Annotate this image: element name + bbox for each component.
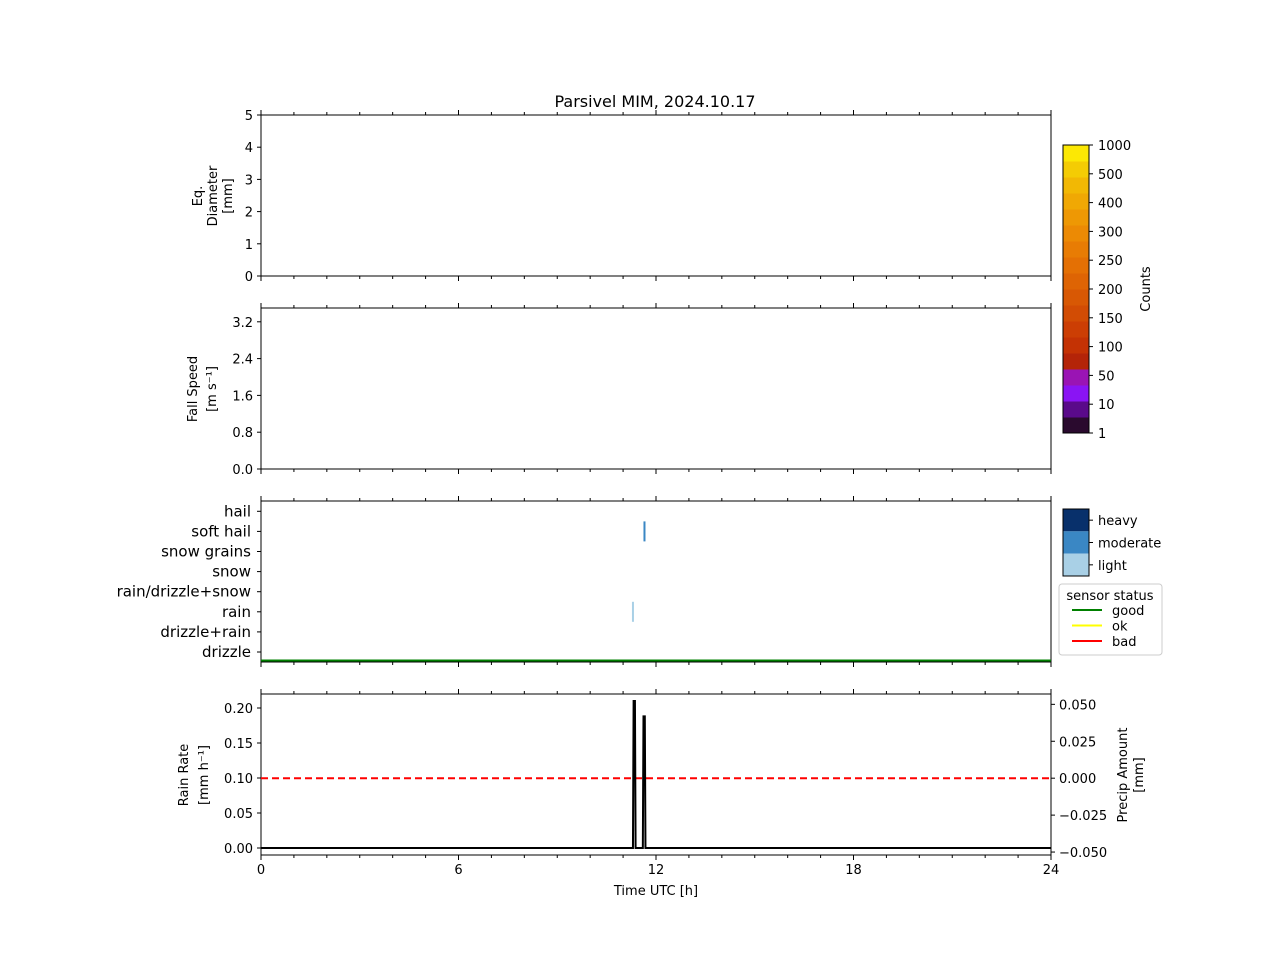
colorbar-tick-label: 250 <box>1098 254 1123 269</box>
y-tick-label-left: 0.10 <box>224 772 253 787</box>
y-tick-label-right: 0.000 <box>1059 772 1096 787</box>
colorbar-tick-label: 150 <box>1098 312 1123 327</box>
category-label: drizzle <box>202 643 251 661</box>
precip-event-mark <box>631 601 634 622</box>
y-tick-label-right: 0.050 <box>1059 698 1096 713</box>
status-legend-title: sensor status <box>1066 589 1153 604</box>
y-tick-label: 1 <box>245 238 253 253</box>
y-tick-label: 0.0 <box>232 463 253 478</box>
colorbar-segment <box>1063 273 1089 290</box>
colorbar-tick-label: 200 <box>1098 283 1123 298</box>
colorbar-segment <box>1063 353 1089 370</box>
colorbar-tick-label: 1 <box>1098 427 1106 442</box>
y-tick-label-left: 0.20 <box>224 702 253 717</box>
colorbar-segment <box>1063 241 1089 258</box>
category-label: drizzle+rain <box>160 623 251 641</box>
colorbar-segment <box>1063 289 1089 306</box>
category-label: rain/drizzle+snow <box>117 583 251 601</box>
panel-precip-type: drizzle drizzle+rain rain rain/drizzle+snow… <box>117 496 1052 667</box>
intensity-swatch <box>1063 553 1089 576</box>
y-tick-label: 0.8 <box>232 426 253 441</box>
y-tick-label: 3.2 <box>232 316 253 331</box>
y-tick-label-right: −0.050 <box>1059 846 1107 861</box>
colorbar-segment <box>1063 193 1089 210</box>
colorbar-segment <box>1063 177 1089 194</box>
y-tick-label: 1.6 <box>232 389 253 404</box>
intensity-swatch <box>1063 531 1089 554</box>
category-label: soft hail <box>191 522 251 540</box>
x-tick-label: 18 <box>845 863 862 878</box>
fallspeed-ylabel-1: Fall Speed <box>186 356 201 422</box>
colorbar-segment <box>1063 161 1089 178</box>
x-tick-label: 0 <box>257 863 265 878</box>
status-legend-label: good <box>1112 604 1144 619</box>
panel-diameter: 0 1 2 3 4 5 Eq. Diameter [mm] <box>191 109 1052 285</box>
y-tick-label-right: 0.025 <box>1059 735 1096 750</box>
diameter-ylabel-3: [mm] <box>221 178 236 213</box>
counts-colorbar: 1 10 50 100 150 200 250 300 400 500 1000 Counts <box>1062 139 1154 442</box>
rainrate-ylabel-2: [mm h⁻¹] <box>197 745 212 805</box>
chart-title: Parsivel MIM, 2024.10.17 <box>554 92 755 111</box>
colorbar-tick-label: 100 <box>1098 341 1123 356</box>
y-tick-label: 4 <box>245 141 253 156</box>
rainrate-ylabel-1: Rain Rate <box>177 744 192 807</box>
colorbar-segment <box>1063 417 1089 434</box>
diameter-ylabel-2: Diameter <box>206 165 221 226</box>
colorbar-segment <box>1063 337 1089 354</box>
colorbar-segment <box>1063 369 1089 386</box>
colorbar-segment <box>1063 401 1089 418</box>
fallspeed-ylabel-2: [m s⁻¹] <box>205 366 220 412</box>
status-legend-label: ok <box>1112 620 1128 635</box>
intensity-legend: heavy moderate light <box>1062 508 1161 577</box>
y-tick-label: 0 <box>245 270 253 285</box>
colorbar-segment <box>1063 145 1089 162</box>
intensity-label: heavy <box>1098 514 1138 529</box>
diameter-ylabel-1: Eq. <box>191 186 206 207</box>
rain-rate-line <box>261 700 1051 849</box>
precip-ylabel-2: [mm] <box>1132 757 1147 792</box>
intensity-label: light <box>1098 559 1127 574</box>
colorbar-tick-label: 1000 <box>1098 139 1131 154</box>
y-tick-label: 2 <box>245 206 253 221</box>
y-tick-label-left: 0.00 <box>224 842 253 857</box>
y-tick-label: 5 <box>245 109 253 124</box>
precip-ylabel-1: Precip Amount <box>1116 728 1131 823</box>
colorbar-segment <box>1063 385 1089 402</box>
intensity-label: moderate <box>1098 537 1161 552</box>
intensity-swatch <box>1063 509 1089 532</box>
colorbar-segment <box>1063 257 1089 274</box>
y-tick-label-right: −0.025 <box>1059 809 1107 824</box>
category-label: snow <box>212 563 251 581</box>
colorbar-segment <box>1063 209 1089 226</box>
x-axis-label: Time UTC [h] <box>613 884 698 899</box>
y-tick-label-left: 0.15 <box>224 737 253 752</box>
status-legend-label: bad <box>1112 635 1136 650</box>
category-label: snow grains <box>161 543 251 561</box>
category-label: hail <box>224 502 251 520</box>
colorbar-tick-label: 10 <box>1098 398 1115 413</box>
colorbar-segment <box>1063 225 1089 242</box>
colorbar-tick-label: 50 <box>1098 369 1115 384</box>
y-tick-label: 3 <box>245 173 253 188</box>
colorbar-label: Counts <box>1139 266 1154 312</box>
colorbar-tick-label: 300 <box>1098 225 1123 240</box>
y-tick-label-left: 0.05 <box>224 807 253 822</box>
colorbar-tick-label: 500 <box>1098 168 1123 183</box>
panel-fall-speed: 0.0 0.8 1.6 2.4 3.2 Fall Speed [m s⁻¹] <box>186 303 1052 478</box>
colorbar-segment <box>1063 321 1089 338</box>
colorbar-tick-label: 400 <box>1098 197 1123 212</box>
category-label: rain <box>222 603 251 621</box>
x-tick-label: 24 <box>1043 863 1060 878</box>
colorbar-segment <box>1063 305 1089 322</box>
intensity-frame <box>1062 508 1090 577</box>
x-tick-label: 12 <box>648 863 665 878</box>
x-tick-label: 6 <box>454 863 462 878</box>
precip-event-mark <box>643 521 646 542</box>
y-tick-label: 2.4 <box>232 353 253 368</box>
panel-rain-rate: 0 6 12 18 24 0.00 0.05 0.10 0.15 0.20 −0.050 −0.025… <box>177 689 1147 899</box>
